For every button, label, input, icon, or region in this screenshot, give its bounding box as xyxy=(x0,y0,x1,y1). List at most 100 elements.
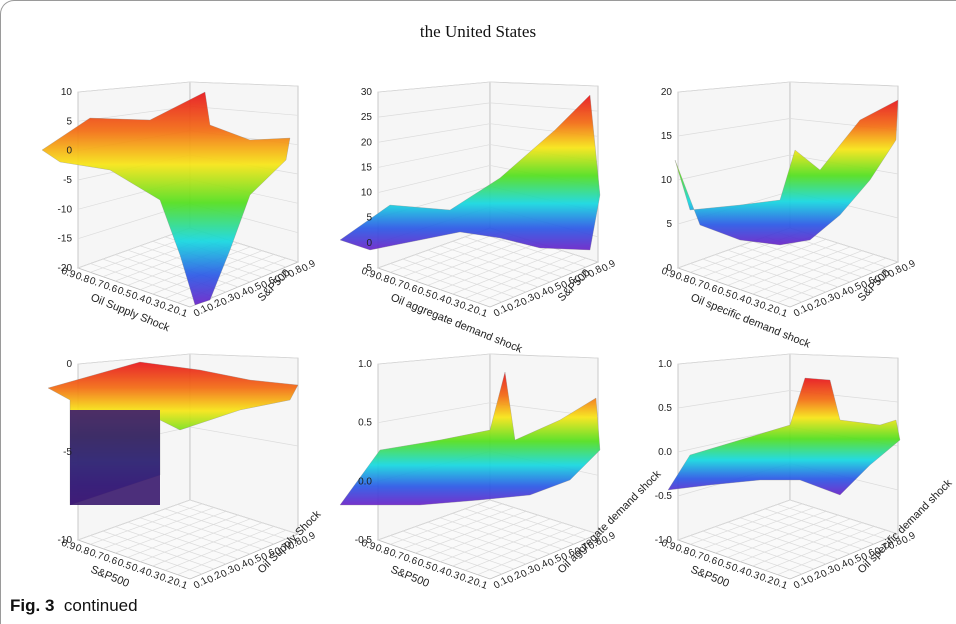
x-tick-label: 0.4 xyxy=(130,290,147,305)
x-tick-label: 0.6 xyxy=(102,280,119,295)
x-tick-label: 0.2 xyxy=(758,572,775,587)
surface-mesh xyxy=(674,99,899,246)
surface-mesh xyxy=(667,377,901,496)
z-tick-label: -0.5 xyxy=(655,491,673,502)
caption-text: continued xyxy=(63,596,138,615)
surface-mesh xyxy=(339,94,601,251)
x-tick-label: 0.6 xyxy=(402,280,419,295)
x-tick-label: 0.1 xyxy=(772,305,789,320)
x-tick-label: 0.6 xyxy=(402,552,419,567)
x-tick-label: 0.4 xyxy=(730,562,747,577)
x-tick-label: 0.6 xyxy=(702,280,719,295)
x-tick-label: 0.4 xyxy=(730,290,747,305)
x-tick-label: 0.8 xyxy=(374,271,391,286)
x-tick-label: 0.3 xyxy=(744,567,761,582)
x-tick-label: 0.3 xyxy=(144,567,161,582)
x-tick-label: 0.9 xyxy=(60,266,77,281)
surface-panel-4: 0-5-100.90.80.70.60.50.40.30.20.1 0.10.20… xyxy=(47,353,324,592)
surface-curtain xyxy=(70,410,160,505)
x-tick-label: 0.8 xyxy=(74,543,91,558)
x-tick-label: 0.8 xyxy=(74,271,91,286)
x-tick-label: 0.3 xyxy=(144,295,161,310)
surface-panel-1: 10 5 0 -5 -10 -15 -200.90.80.70.60.50.40.30.20… xyxy=(41,81,318,334)
z-tick-label: 0.5 xyxy=(658,403,672,414)
z-tick-label: 0 xyxy=(366,238,372,249)
z-tick-label: -10 xyxy=(58,535,73,546)
z-tick-label: 10 xyxy=(361,188,373,199)
z-tick-label: 1.0 xyxy=(658,359,672,370)
x-tick-label: 0.6 xyxy=(102,552,119,567)
x-tick-label: 0.7 xyxy=(688,275,705,290)
x-tick-label: 0.8 xyxy=(674,271,691,286)
x-tick-label: 0.3 xyxy=(744,295,761,310)
x-tick-label: 0.4 xyxy=(130,562,147,577)
x-tick-label: 0.9 xyxy=(360,538,377,553)
x-tick-label: 0.9 xyxy=(360,266,377,281)
x-tick-label: 0.2 xyxy=(758,300,775,315)
z-tick-label: 10 xyxy=(661,175,673,186)
x-tick-label: 0.4 xyxy=(430,290,447,305)
x-tick-label: 0.2 xyxy=(158,300,175,315)
x-tick-label: 0.9 xyxy=(660,266,677,281)
z-tick-label: -20 xyxy=(58,263,73,274)
x-tick-label: 0.7 xyxy=(88,275,105,290)
z-tick-label: 10 xyxy=(61,87,73,98)
z-tick-label: 0 xyxy=(66,359,72,370)
x-tick-label: 0.7 xyxy=(88,547,105,562)
x-tick-label: 0.6 xyxy=(702,552,719,567)
surface-panel-6: 1.00.50.0-0.5-1.00.90.80.70.60.50.40.30.… xyxy=(655,353,955,592)
x-tick-label: 0.3 xyxy=(444,567,461,582)
x-tick-label: 0.7 xyxy=(388,275,405,290)
z-tick-label: 0 xyxy=(666,263,672,274)
z-tick-label: -1.0 xyxy=(655,535,673,546)
z-tick-label: 5 xyxy=(666,219,672,230)
x-tick-label: 0.5 xyxy=(716,285,733,300)
x-tick-label: 0.2 xyxy=(458,300,475,315)
x-tick-label: 0.1 xyxy=(172,305,189,320)
z-tick-label: -5 xyxy=(63,447,72,458)
figure-caption: Fig. 3 continued xyxy=(10,596,138,616)
z-tick-label: 5 xyxy=(66,116,72,127)
z-tick-label: -10 xyxy=(58,204,73,215)
x-tick-label: 0.1 xyxy=(772,577,789,592)
x-tick-label: 0.9 xyxy=(660,538,677,553)
z-tick-label: 30 xyxy=(361,87,373,98)
z-tick-label: 0.0 xyxy=(358,476,372,487)
z-tick-label: 20 xyxy=(361,137,373,148)
z-tick-label: -15 xyxy=(58,234,73,245)
x-tick-label: 0.8 xyxy=(674,543,691,558)
surface-panel-5: 1.00.50.0-0.50.90.80.70.60.50.40.30.20.1… xyxy=(339,353,664,592)
surface-panel-2: 30 25 20 15 10 5 0 -50.90.80.70.60.50.40.30.20.… xyxy=(339,81,618,356)
x-tick-label: 0.5 xyxy=(716,557,733,572)
z-tick-label: 0 xyxy=(66,146,72,157)
caption-label: Fig. 3 xyxy=(10,596,55,615)
x-tick-label: 0.1 xyxy=(472,305,489,320)
x-tick-label: 0.7 xyxy=(388,547,405,562)
x-tick-label: 0.5 xyxy=(116,285,133,300)
x-tick-label: 0.1 xyxy=(172,577,189,592)
z-tick-label: -5 xyxy=(63,175,72,186)
x-tick-label: 0.3 xyxy=(444,295,461,310)
z-tick-label: 15 xyxy=(661,131,673,142)
z-tick-label: 0.0 xyxy=(658,447,672,458)
surface-mesh xyxy=(41,91,291,306)
z-tick-label: 15 xyxy=(361,162,373,173)
x-tick-label: 0.5 xyxy=(416,557,433,572)
z-tick-label: -5 xyxy=(363,263,372,274)
x-tick-label: 0.8 xyxy=(374,543,391,558)
x-tick-label: 0.5 xyxy=(416,285,433,300)
z-tick-label: 0.5 xyxy=(358,418,372,429)
x-tick-label: 0.5 xyxy=(116,557,133,572)
surface-mesh xyxy=(339,371,601,506)
x-tick-label: 0.9 xyxy=(60,538,77,553)
x-tick-label: 0.4 xyxy=(430,562,447,577)
figure-title: the United States xyxy=(419,22,537,41)
x-tick-label: 0.1 xyxy=(472,577,489,592)
x-tick-label: 0.2 xyxy=(158,572,175,587)
z-tick-label: 5 xyxy=(366,213,372,224)
z-tick-label: 20 xyxy=(661,87,673,98)
x-tick-label: 0.7 xyxy=(688,547,705,562)
